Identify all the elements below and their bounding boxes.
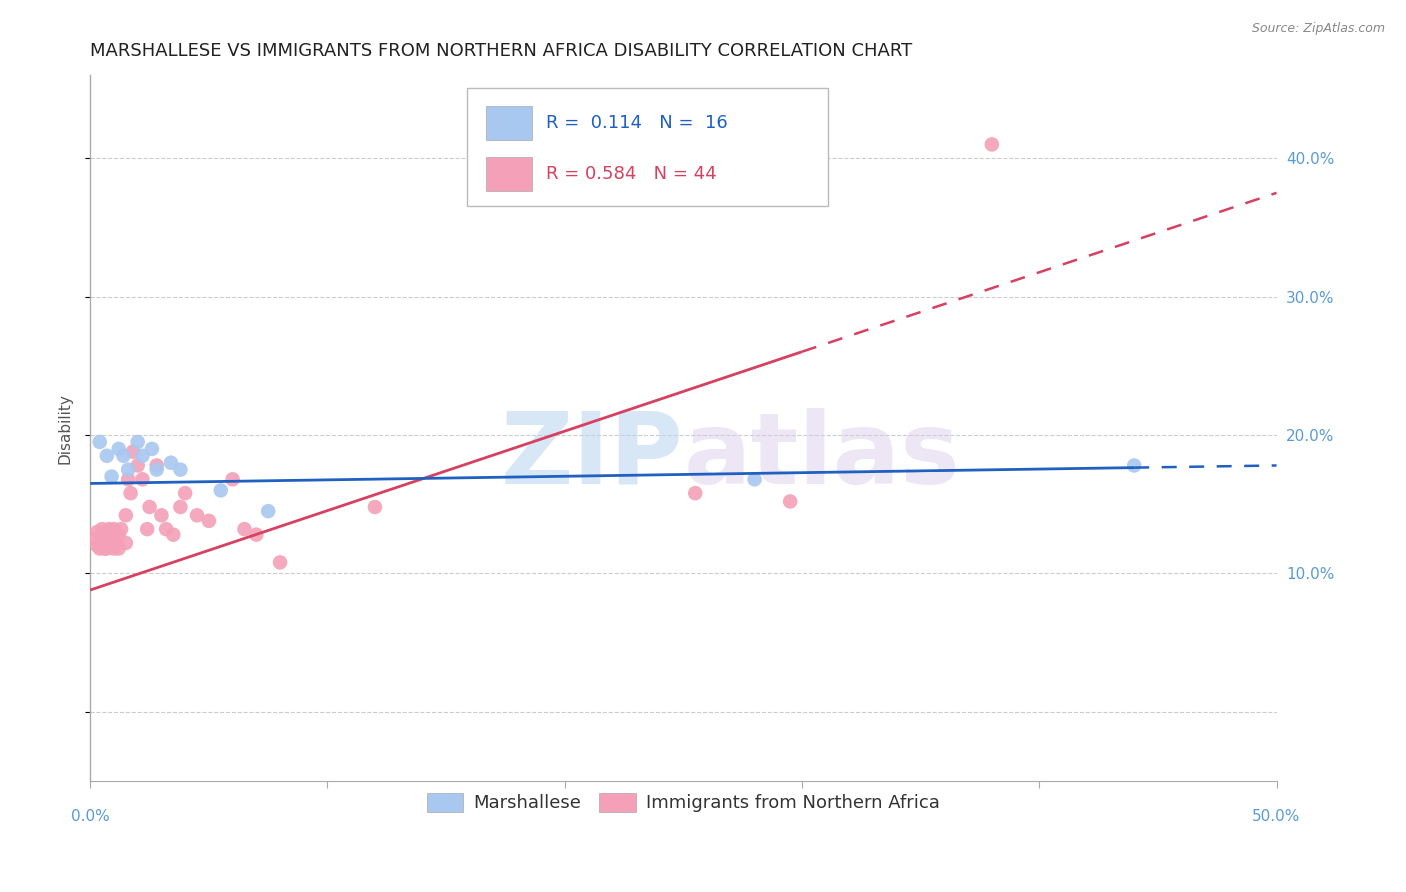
Point xyxy=(127,458,149,473)
Point xyxy=(117,472,139,486)
Point xyxy=(245,527,267,541)
Point xyxy=(96,449,118,463)
Point xyxy=(779,494,801,508)
Text: R =  0.114   N =  16: R = 0.114 N = 16 xyxy=(546,114,727,132)
Point xyxy=(131,472,153,486)
Point xyxy=(150,508,173,523)
Point xyxy=(1123,458,1146,473)
Point xyxy=(269,555,291,569)
Text: ZIP: ZIP xyxy=(501,408,683,505)
Point xyxy=(221,472,243,486)
Point xyxy=(84,532,107,546)
Point xyxy=(131,449,153,463)
Point xyxy=(155,522,177,536)
Point xyxy=(103,522,125,536)
FancyBboxPatch shape xyxy=(486,106,531,140)
Point xyxy=(122,444,145,458)
Point xyxy=(96,541,118,556)
Point xyxy=(114,508,136,523)
Point xyxy=(257,504,280,518)
Point xyxy=(186,508,208,523)
Point xyxy=(100,469,122,483)
Point xyxy=(98,536,121,550)
Point xyxy=(169,500,191,514)
Point xyxy=(98,522,121,536)
Point xyxy=(145,462,167,476)
Legend: Marshallese, Immigrants from Northern Africa: Marshallese, Immigrants from Northern Af… xyxy=(418,784,949,822)
Point xyxy=(107,442,129,456)
Point xyxy=(112,449,135,463)
Point xyxy=(169,462,191,476)
FancyBboxPatch shape xyxy=(486,157,531,191)
Point xyxy=(100,527,122,541)
Point xyxy=(136,522,159,536)
FancyBboxPatch shape xyxy=(467,88,828,206)
Point xyxy=(160,456,183,470)
Point xyxy=(127,434,149,449)
Point xyxy=(744,472,766,486)
Point xyxy=(105,536,128,550)
Point xyxy=(91,532,114,546)
Point xyxy=(96,536,118,550)
Point xyxy=(86,524,108,539)
Point xyxy=(107,541,129,556)
Point xyxy=(141,442,163,456)
Text: 0.0%: 0.0% xyxy=(70,809,110,824)
Point xyxy=(117,462,139,476)
Point xyxy=(120,486,142,500)
Point xyxy=(162,527,184,541)
Point xyxy=(93,527,115,541)
Point xyxy=(980,137,1002,152)
Text: MARSHALLESE VS IMMIGRANTS FROM NORTHERN AFRICA DISABILITY CORRELATION CHART: MARSHALLESE VS IMMIGRANTS FROM NORTHERN … xyxy=(90,42,912,60)
Text: atlas: atlas xyxy=(683,408,960,505)
Point xyxy=(89,434,111,449)
Point xyxy=(91,522,114,536)
Point xyxy=(233,522,256,536)
Point xyxy=(103,541,125,556)
Point xyxy=(89,541,111,556)
Point xyxy=(209,483,232,498)
Point xyxy=(174,486,197,500)
Point xyxy=(114,536,136,550)
Point xyxy=(107,527,129,541)
Point xyxy=(86,539,108,553)
Point xyxy=(138,500,160,514)
Point xyxy=(198,514,221,528)
Text: R = 0.584   N = 44: R = 0.584 N = 44 xyxy=(546,165,717,183)
Point xyxy=(364,500,387,514)
Text: 50.0%: 50.0% xyxy=(1253,809,1301,824)
Point xyxy=(683,486,706,500)
Point xyxy=(145,458,167,473)
Y-axis label: Disability: Disability xyxy=(58,392,72,464)
Text: Source: ZipAtlas.com: Source: ZipAtlas.com xyxy=(1251,22,1385,36)
Point xyxy=(93,541,115,556)
Point xyxy=(110,522,132,536)
